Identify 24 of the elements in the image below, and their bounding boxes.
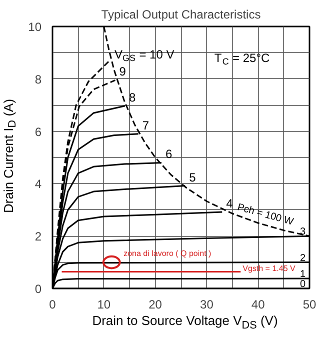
- x-tick-label: 20: [148, 298, 162, 312]
- series-label: 7: [142, 118, 150, 132]
- series-label: 1: [300, 269, 306, 280]
- x-tick-label: 30: [200, 298, 214, 312]
- x-tick-label: 50: [302, 298, 316, 312]
- y-tick-label: 0: [34, 282, 42, 296]
- x-axis-title: Drain to Source Voltage V$_{DS}$ (V): [92, 312, 278, 334]
- series-label: 0: [300, 279, 306, 290]
- annotation: Pch = 100 W: [236, 202, 295, 228]
- y-tick-label: 4: [34, 177, 42, 192]
- series-label: 6: [165, 147, 172, 162]
- series-label: 8: [128, 90, 136, 104]
- y-tick-label: 6: [34, 124, 42, 139]
- x-tick-label: 40: [251, 298, 266, 312]
- series-label: 9: [119, 64, 126, 79]
- x-tick-label: 0: [49, 298, 56, 312]
- y-tick-label: 10: [28, 20, 42, 34]
- series-label: 2: [300, 252, 306, 264]
- chart-title: Typical Output Characteristics: [101, 8, 261, 22]
- x-tick-label: 10: [97, 298, 111, 312]
- y-tick-label: 8: [34, 72, 42, 86]
- y-tick-label: 2: [34, 230, 42, 244]
- series-label: 4: [226, 196, 234, 210]
- series-label: 5: [189, 170, 196, 184]
